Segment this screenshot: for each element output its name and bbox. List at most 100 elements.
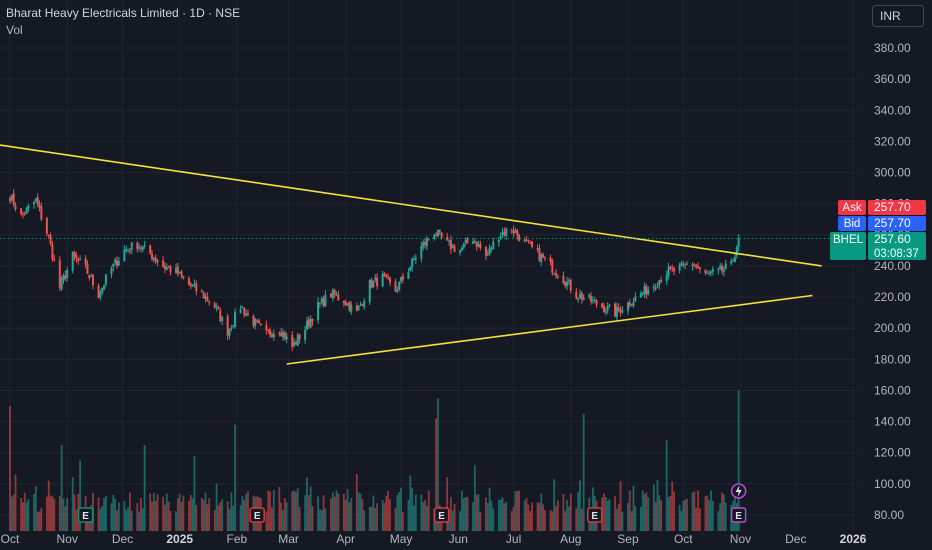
candle-body — [285, 336, 288, 339]
candle-body — [512, 230, 515, 234]
candle-body — [136, 242, 139, 249]
ask-name: Ask — [842, 202, 861, 214]
candle-body — [407, 271, 410, 279]
candle-body — [252, 315, 255, 326]
bid-value-box — [868, 216, 926, 231]
candle-body — [154, 257, 157, 262]
ask-value-box — [868, 200, 926, 215]
volume-bar — [129, 492, 131, 531]
earnings-marker[interactable]: E — [249, 507, 265, 523]
volume-bar — [673, 491, 675, 531]
candle-body — [123, 249, 126, 262]
volume-bar — [531, 502, 533, 531]
candle-body — [103, 285, 106, 289]
currency-button[interactable]: INR — [872, 5, 924, 27]
volume-bar — [660, 500, 663, 531]
candle-body — [529, 242, 532, 244]
volume-bar — [385, 495, 388, 531]
volume-bar — [202, 500, 205, 531]
volume-bar — [53, 499, 56, 531]
volume-bar — [606, 500, 609, 531]
earnings-marker[interactable]: E — [587, 507, 603, 523]
candle-body — [472, 241, 475, 244]
candle-body — [217, 307, 220, 310]
candle-body — [588, 294, 591, 298]
volume-bar — [424, 500, 426, 531]
candle-body — [473, 241, 476, 243]
candle-body — [595, 300, 598, 305]
volume-bar — [461, 490, 463, 531]
candle-body — [492, 241, 495, 250]
candle-body — [660, 279, 663, 282]
last-value-box — [868, 232, 926, 260]
x-tick-label: Jun — [449, 532, 468, 546]
volume-bar — [582, 413, 585, 531]
x-tick-label: Nov — [57, 532, 78, 546]
volume-bar — [617, 503, 620, 531]
volume-bar — [372, 495, 375, 531]
volume-bar — [195, 504, 198, 531]
candle-body — [267, 329, 270, 331]
volume-bar — [291, 491, 294, 531]
candle-body — [582, 297, 585, 300]
candle-body — [12, 193, 15, 205]
volume-bar — [143, 444, 146, 531]
candle-body — [658, 280, 661, 286]
candle-body — [27, 205, 30, 209]
volume-bar — [180, 501, 183, 531]
volume-bar — [451, 510, 454, 531]
volume-bar — [267, 490, 270, 531]
earnings-marker[interactable]: E — [433, 507, 450, 523]
candle-body — [355, 305, 358, 311]
volume-bar — [152, 492, 155, 531]
volume-bar — [564, 510, 567, 531]
candle-body — [359, 304, 362, 306]
candle-body — [34, 198, 37, 202]
candle-body — [156, 260, 159, 263]
x-tick-label: Feb — [227, 532, 248, 546]
volume-bar — [280, 502, 283, 531]
candle-body — [363, 300, 366, 307]
candle-body — [215, 306, 218, 308]
volume-bar — [615, 508, 618, 531]
volume-bar — [219, 502, 222, 531]
earnings-marker[interactable]: E — [730, 507, 747, 523]
volume-bar — [60, 444, 63, 531]
volume-bar — [241, 496, 244, 531]
volume-bar — [283, 498, 286, 531]
volume-bar — [75, 509, 78, 531]
volume-bar — [619, 481, 622, 531]
volume-bar — [357, 492, 360, 531]
volume-bar — [516, 491, 519, 531]
volume-bar — [540, 493, 543, 531]
volume-bar — [499, 499, 502, 531]
volume-bar — [293, 490, 295, 531]
candle-body — [555, 273, 558, 276]
volume-bar — [304, 495, 307, 531]
volume-bar — [639, 506, 642, 531]
volume-bar — [409, 475, 412, 531]
candle-body — [717, 268, 720, 270]
flash-event-icon[interactable] — [730, 483, 747, 499]
candle-body — [149, 245, 152, 254]
volume-bar — [389, 499, 391, 531]
earnings-marker[interactable]: E — [77, 507, 94, 523]
candle-body — [322, 298, 325, 307]
candle-body — [448, 240, 451, 242]
volume-bar — [38, 511, 41, 531]
candle-body — [165, 267, 168, 270]
candle-body — [151, 253, 154, 259]
candle-body — [542, 254, 545, 258]
volume-bar — [110, 503, 113, 531]
volume-bar — [376, 503, 378, 531]
volume-bar — [680, 511, 683, 531]
volume-bar — [127, 507, 129, 531]
candle-body — [258, 320, 261, 324]
volume-indicator-label[interactable]: Vol — [6, 23, 23, 37]
candle-body — [71, 251, 74, 271]
volume-bar — [208, 498, 211, 531]
candle-body — [38, 204, 41, 208]
candle-body — [601, 303, 604, 308]
